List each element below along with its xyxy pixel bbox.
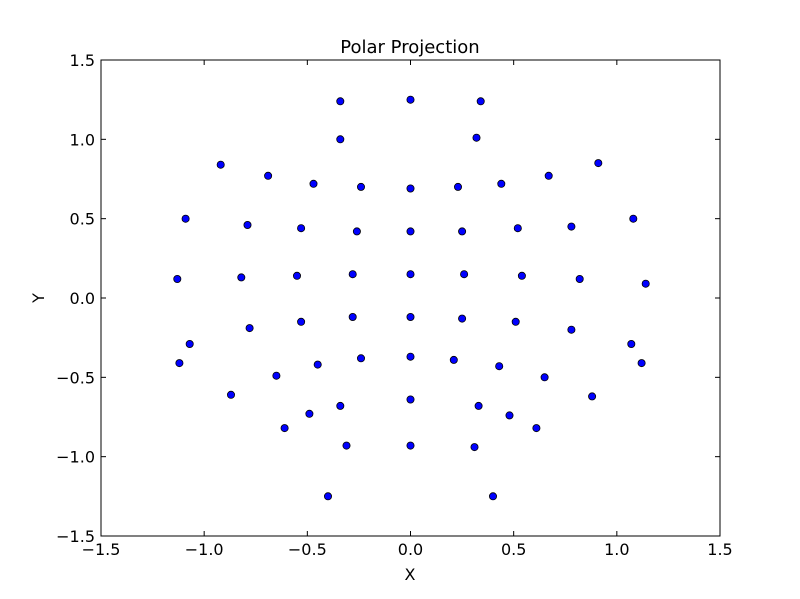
y-tick-label: 0.0 [70, 289, 95, 308]
data-point [323, 492, 332, 501]
data-point [505, 411, 514, 420]
data-point [348, 270, 357, 279]
data-point [497, 179, 506, 188]
x-tick-label: 1.5 [707, 540, 732, 559]
data-point [588, 392, 597, 401]
data-point [406, 270, 415, 279]
data-point [297, 224, 306, 233]
data-point [173, 274, 182, 283]
data-point [356, 182, 365, 191]
data-point [336, 401, 345, 410]
data-point [297, 317, 306, 326]
data-point [406, 227, 415, 236]
data-point [185, 339, 194, 348]
data-point [470, 443, 479, 452]
data-point [449, 355, 458, 364]
points-layer [173, 95, 650, 501]
data-point [629, 214, 638, 223]
data-point [517, 271, 526, 280]
data-point [513, 224, 522, 233]
data-point [453, 182, 462, 191]
data-point [342, 441, 351, 450]
y-axis-title: Y [29, 293, 48, 304]
x-tick-label: −1.5 [82, 540, 121, 559]
data-point [309, 179, 318, 188]
data-point [406, 312, 415, 321]
data-point [243, 220, 252, 229]
y-tick-label: −1.5 [56, 527, 95, 546]
data-point [544, 171, 553, 180]
x-tick-label: 1.0 [604, 540, 629, 559]
data-point [226, 390, 235, 399]
data-point [264, 171, 273, 180]
data-point [641, 279, 650, 288]
data-point [511, 317, 520, 326]
data-point [181, 214, 190, 223]
data-point [406, 352, 415, 361]
data-point [637, 359, 646, 368]
data-point [406, 395, 415, 404]
y-tick-label: −0.5 [56, 368, 95, 387]
x-tick-label: 0.0 [398, 540, 423, 559]
data-point [532, 424, 541, 433]
data-point [406, 95, 415, 104]
x-tick-label: −1.0 [185, 540, 224, 559]
data-point [495, 362, 504, 371]
data-point [272, 371, 281, 380]
chart-title: Polar Projection [340, 37, 479, 58]
x-axis-title: X [405, 565, 416, 584]
data-point [348, 312, 357, 321]
data-point [458, 227, 467, 236]
data-point [216, 160, 225, 169]
plot-frame [100, 59, 721, 537]
data-point [313, 360, 322, 369]
data-point [567, 222, 576, 231]
y-tick-label: 1.0 [70, 130, 95, 149]
data-point [352, 227, 361, 236]
y-tick-label: 1.5 [70, 51, 95, 70]
data-point [305, 409, 314, 418]
data-point [567, 325, 576, 334]
data-point [575, 274, 584, 283]
y-tick-label: −1.0 [56, 448, 95, 467]
data-point [356, 354, 365, 363]
x-tick-label: −0.5 [288, 540, 327, 559]
data-point [406, 441, 415, 450]
data-point [406, 184, 415, 193]
data-point [472, 133, 481, 142]
data-point [336, 135, 345, 144]
data-point [245, 324, 254, 333]
data-point [237, 273, 246, 282]
ticks-layer: −1.5 −1.0 −0.5 0.0 0.5 1.0 1.5 −1.5 −1.0 −0.5 0.0 0… [56, 51, 733, 559]
data-point [594, 159, 603, 168]
data-point [627, 339, 636, 348]
data-point [336, 97, 345, 106]
y-tick-label: 0.5 [70, 210, 95, 229]
data-point [458, 314, 467, 323]
data-point [280, 424, 289, 433]
x-tick-label: 0.5 [501, 540, 526, 559]
data-point [488, 492, 497, 501]
data-point [460, 270, 469, 279]
data-point [474, 401, 483, 410]
data-point [292, 271, 301, 280]
data-point [175, 359, 184, 368]
data-point [476, 97, 485, 106]
data-point [540, 373, 549, 382]
